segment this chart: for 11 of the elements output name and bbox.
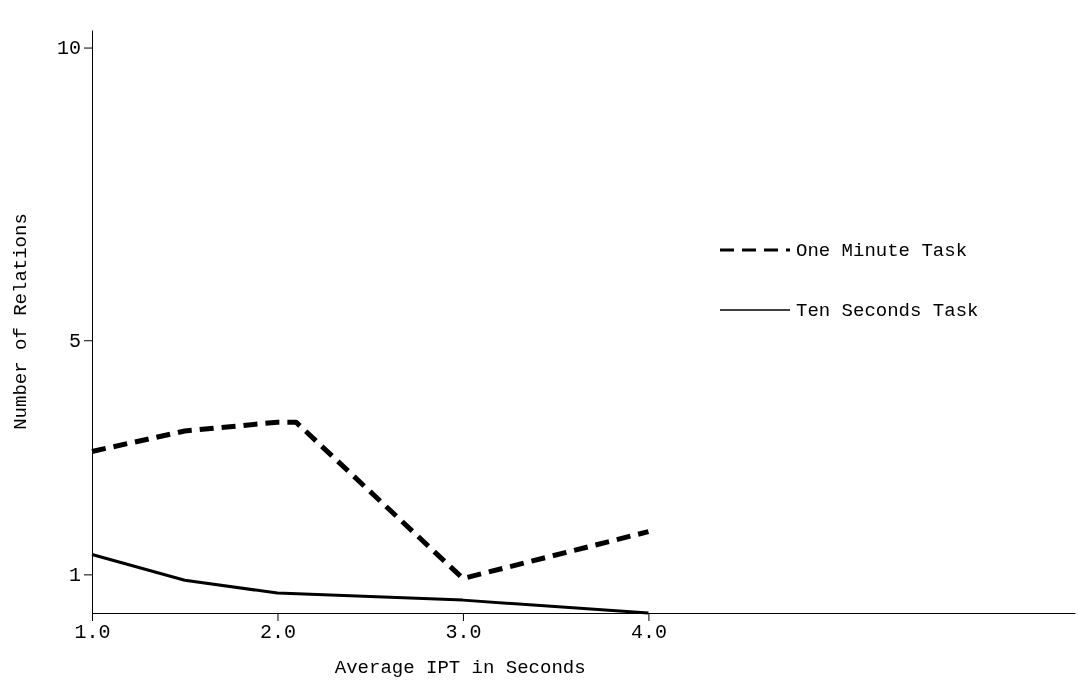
legend-label: One Minute Task bbox=[796, 240, 968, 262]
y-axis-title: Number of Relations bbox=[10, 213, 32, 430]
y-tick-label: 5 bbox=[68, 330, 81, 354]
x-tick-label: 3.0 bbox=[445, 621, 482, 645]
legend-label: Ten Seconds Task bbox=[796, 300, 979, 322]
x-tick-label: 4.0 bbox=[630, 621, 667, 645]
y-tick-label: 10 bbox=[56, 37, 81, 61]
y-tick-label: 1 bbox=[68, 564, 81, 588]
x-tick-label: 2.0 bbox=[259, 621, 296, 645]
x-tick-label: 1.0 bbox=[74, 621, 111, 645]
x-axis-title: Average IPT in Seconds bbox=[334, 657, 586, 679]
